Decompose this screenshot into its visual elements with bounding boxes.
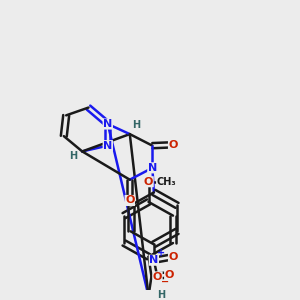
Text: H: H [157, 290, 165, 299]
Text: N: N [149, 255, 158, 265]
Text: +: + [157, 248, 165, 258]
Text: O: O [165, 270, 174, 280]
Text: O: O [153, 272, 162, 282]
Text: O: O [169, 252, 178, 262]
Text: H: H [69, 151, 77, 161]
Text: CH₃: CH₃ [157, 177, 176, 187]
Text: N: N [103, 141, 112, 151]
Text: −: − [161, 277, 169, 287]
Text: O: O [169, 140, 178, 150]
Text: H: H [132, 121, 140, 130]
Text: N: N [148, 163, 157, 173]
Text: O: O [125, 196, 134, 206]
Text: N: N [103, 119, 112, 129]
Text: O: O [144, 177, 153, 187]
